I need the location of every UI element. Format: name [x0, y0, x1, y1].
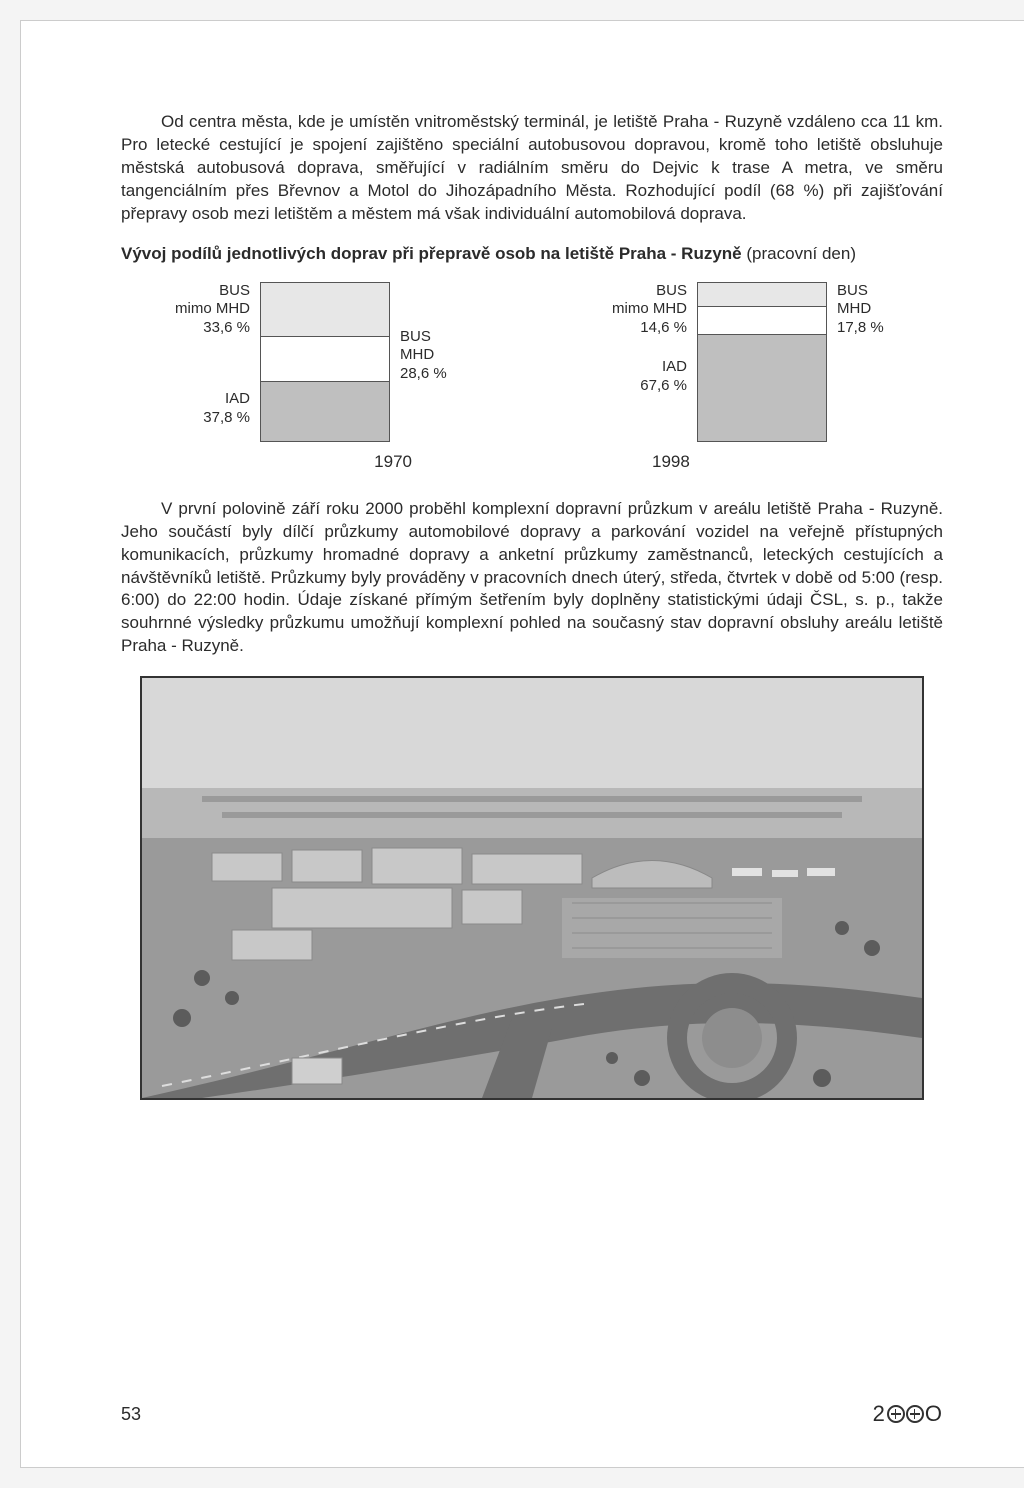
stack-1998	[697, 282, 827, 442]
chart-1998: BUS mimo MHD 14,6 % IAD 67,6 % BUS MHD 1…	[592, 282, 909, 442]
page-footer: 53 2O	[121, 1401, 943, 1427]
label-iad-1970: IAD 37,8 %	[155, 390, 250, 428]
segment-iad	[261, 381, 389, 441]
label-bus-mimo-mhd-1970: BUS mimo MHD 33,6 %	[155, 282, 250, 338]
segment-bus_mimo_mhd	[698, 283, 826, 306]
chart-1970: BUS mimo MHD 33,6 % IAD 37,8 % BUS MHD 2…	[155, 282, 472, 442]
document-page: Od centra města, kde je umístěn vnitromě…	[20, 20, 1024, 1468]
segment-bus_mhd	[698, 306, 826, 334]
chart-1970-right-labels: BUS MHD 28,6 %	[400, 282, 472, 398]
chart-title-note: (pracovní den)	[742, 244, 856, 263]
footer-logo: 2O	[873, 1401, 943, 1427]
page-number: 53	[121, 1404, 141, 1425]
year-1998: 1998	[652, 452, 690, 472]
charts-row: BUS mimo MHD 33,6 % IAD 37,8 % BUS MHD 2…	[121, 282, 943, 442]
label-iad-1998: IAD 67,6 %	[592, 358, 687, 396]
logo-ring-icon	[887, 1405, 905, 1423]
segment-bus_mhd	[261, 336, 389, 381]
aerial-photo	[140, 676, 924, 1100]
year-row: 1970 1998	[121, 452, 943, 472]
label-bus-mhd-1998: BUS MHD 17,8 %	[837, 282, 909, 338]
paragraph-1: Od centra města, kde je umístěn vnitromě…	[121, 111, 943, 226]
segment-iad	[698, 334, 826, 441]
aerial-photo-svg	[142, 678, 922, 1098]
chart-1998-left-labels: BUS mimo MHD 14,6 % IAD 67,6 %	[592, 282, 687, 410]
chart-1970-left-labels: BUS mimo MHD 33,6 % IAD 37,8 %	[155, 282, 250, 442]
label-bus-mhd-1970: BUS MHD 28,6 %	[400, 328, 472, 384]
logo-ring-icon	[906, 1405, 924, 1423]
chart-title-bold: Vývoj podílů jednotlivých doprav při pře…	[121, 244, 742, 263]
stack-1970	[260, 282, 390, 442]
year-1970: 1970	[374, 452, 412, 472]
label-bus-mimo-mhd-1998: BUS mimo MHD 14,6 %	[592, 282, 687, 338]
chart-1998-right-labels: BUS MHD 17,8 %	[837, 282, 909, 352]
chart-title: Vývoj podílů jednotlivých doprav při pře…	[121, 244, 943, 264]
segment-bus_mimo_mhd	[261, 283, 389, 336]
paragraph-2: V první polovině září roku 2000 proběhl …	[121, 498, 943, 659]
